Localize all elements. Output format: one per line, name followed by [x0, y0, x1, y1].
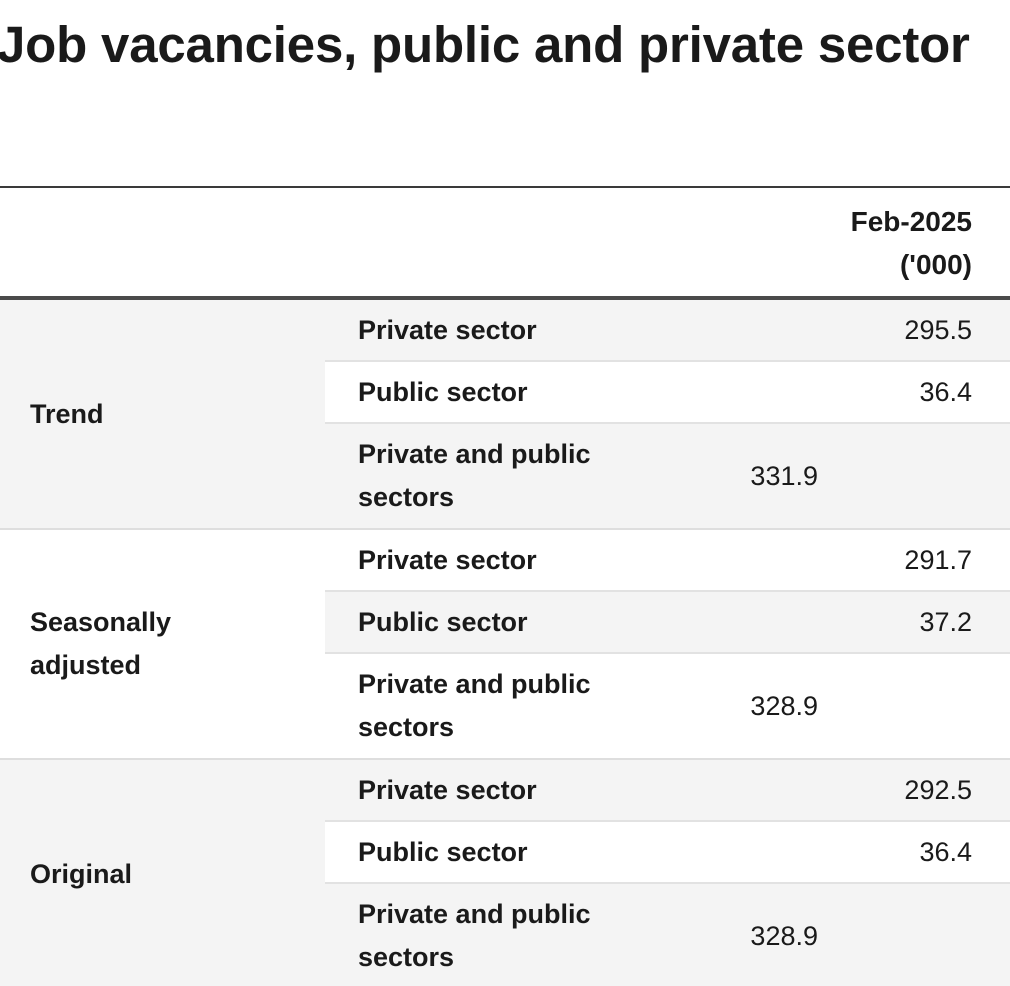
- table-row: Public sector 36.4: [325, 362, 1010, 424]
- value-cell: 291.7: [904, 544, 972, 575]
- sector-label: Private sector: [358, 774, 537, 805]
- column-header: Feb-2025 ('000): [851, 200, 972, 286]
- sector-label: Public sector: [358, 606, 528, 637]
- value-cell: 295.5: [904, 314, 972, 345]
- sector-label: Private sector: [358, 314, 537, 345]
- value-cell: 292.5: [904, 774, 972, 805]
- table-row: Private sector 292.5: [325, 760, 1010, 822]
- sector-label: Public sector: [358, 836, 528, 867]
- value-cell: 36.4: [919, 836, 972, 867]
- sector-label: Private sector: [358, 544, 537, 575]
- group-label: Trend: [0, 300, 325, 528]
- table-group-trend: Trend Private sector 295.5 Public sector…: [0, 300, 1010, 530]
- table-row: Private and public sectors 331.9: [325, 424, 1010, 528]
- sector-label: Private and public sectors: [358, 439, 591, 512]
- value-cell: 328.9: [750, 920, 818, 951]
- value-cell: 36.4: [919, 376, 972, 407]
- data-table: Feb-2025 ('000) Trend Private sector 295…: [0, 186, 1010, 986]
- sector-label: Private and public sectors: [358, 669, 591, 742]
- table-row: Private sector 291.7: [325, 530, 1010, 592]
- table-group-seasonally-adjusted: Seasonally adjusted Private sector 291.7…: [0, 530, 1010, 760]
- column-header-unit: ('000): [899, 249, 972, 280]
- value-cell: 331.9: [750, 460, 818, 491]
- group-label: Original: [0, 760, 325, 986]
- value-cell: 37.2: [919, 606, 972, 637]
- table-row: Private and public sectors 328.9: [325, 654, 1010, 758]
- value-cell: 328.9: [750, 690, 818, 721]
- table-row: Private sector 295.5: [325, 300, 1010, 362]
- table-row: Public sector 37.2: [325, 592, 1010, 654]
- table-row: Public sector 36.4: [325, 822, 1010, 884]
- sector-label: Public sector: [358, 376, 528, 407]
- group-label: Seasonally adjusted: [30, 607, 172, 680]
- table-group-original: Original Private sector 292.5 Public sec…: [0, 760, 1010, 986]
- sector-label: Private and public sectors: [358, 899, 591, 972]
- column-header-period: Feb-2025: [850, 206, 972, 237]
- page-title: Job vacancies, public and private sector: [0, 16, 970, 73]
- table-header: Feb-2025 ('000): [0, 186, 1010, 300]
- table-row: Private and public sectors 328.9: [325, 884, 1010, 986]
